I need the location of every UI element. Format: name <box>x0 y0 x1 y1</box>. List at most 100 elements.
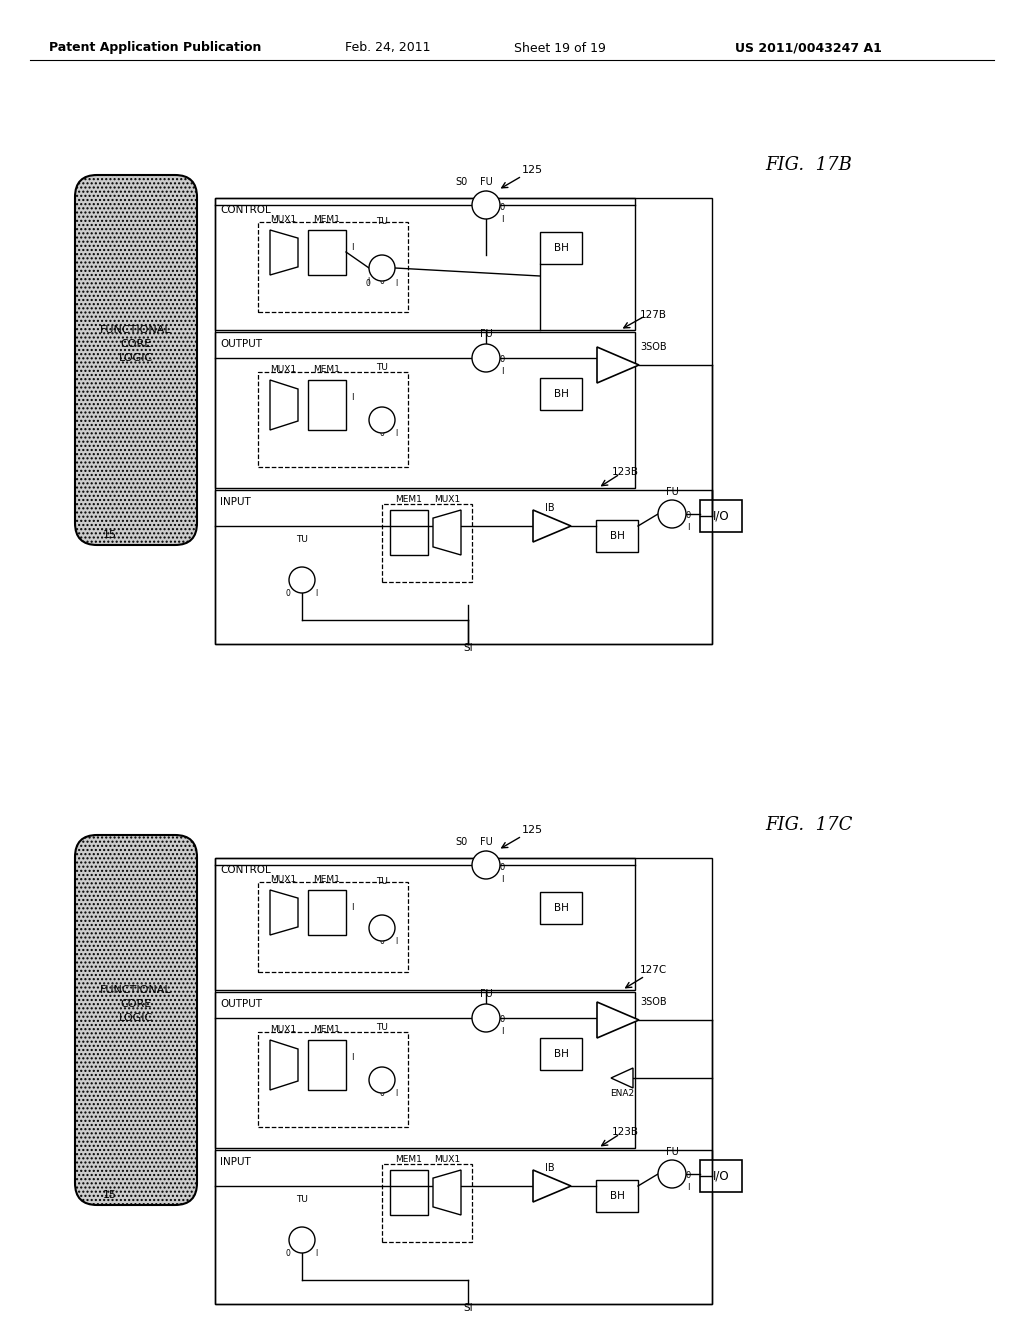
Text: MUX1: MUX1 <box>270 215 296 224</box>
Text: S: S <box>669 510 676 519</box>
Text: SI: SI <box>463 643 473 653</box>
Polygon shape <box>597 347 639 383</box>
Bar <box>215 858 635 990</box>
Text: 15: 15 <box>103 1191 117 1200</box>
Bar <box>215 198 635 330</box>
Text: CONTROL: CONTROL <box>220 865 270 875</box>
Text: MEM1: MEM1 <box>313 215 340 224</box>
FancyBboxPatch shape <box>75 836 197 1205</box>
Text: 0: 0 <box>500 355 505 364</box>
Text: I: I <box>395 429 397 438</box>
Bar <box>308 1040 346 1090</box>
Text: LOGIC: LOGIC <box>119 352 154 363</box>
Text: S2: S2 <box>296 576 307 585</box>
Text: I/O: I/O <box>713 510 729 523</box>
Text: 15: 15 <box>103 531 117 540</box>
Text: 123B: 123B <box>612 467 639 477</box>
Text: 0: 0 <box>500 1015 505 1024</box>
Text: IB: IB <box>545 503 555 513</box>
Bar <box>308 380 346 430</box>
Circle shape <box>472 1005 500 1032</box>
Text: I: I <box>351 393 353 403</box>
Bar <box>540 378 582 411</box>
Text: I: I <box>395 280 397 289</box>
Text: MUX1: MUX1 <box>270 875 296 884</box>
Polygon shape <box>270 380 298 430</box>
Text: OUTPUT: OUTPUT <box>220 339 262 348</box>
Text: S2: S2 <box>376 1076 388 1085</box>
Text: FIG.  17B: FIG. 17B <box>765 156 852 174</box>
Text: I: I <box>395 937 397 946</box>
Polygon shape <box>270 230 298 275</box>
Text: MEM1: MEM1 <box>395 1155 423 1164</box>
Circle shape <box>289 1228 315 1253</box>
Bar <box>596 520 638 552</box>
Bar <box>215 198 712 644</box>
Text: S2: S2 <box>376 924 388 932</box>
Text: FUNCTIONAL: FUNCTIONAL <box>100 325 172 335</box>
Text: Sheet 19 of 19: Sheet 19 of 19 <box>514 41 606 54</box>
Text: I: I <box>367 277 369 286</box>
Bar <box>258 222 408 312</box>
Text: MUX1: MUX1 <box>434 495 460 504</box>
Bar <box>382 504 472 582</box>
Text: 3SOB: 3SOB <box>640 342 667 352</box>
Text: I/O: I/O <box>713 1170 729 1183</box>
Text: TU: TU <box>376 1023 388 1032</box>
Circle shape <box>369 1067 395 1093</box>
Text: I: I <box>687 1184 689 1192</box>
Text: 0: 0 <box>685 1172 690 1180</box>
Text: BH: BH <box>609 1191 625 1201</box>
Text: MUX1: MUX1 <box>270 1026 296 1035</box>
Circle shape <box>472 851 500 879</box>
Text: S0: S0 <box>456 177 468 187</box>
Text: CONTROL: CONTROL <box>220 205 270 215</box>
Text: 0: 0 <box>500 862 505 871</box>
Text: TU: TU <box>376 363 388 372</box>
Text: Feb. 24, 2011: Feb. 24, 2011 <box>345 41 431 54</box>
Text: MUX1: MUX1 <box>434 1155 460 1164</box>
Circle shape <box>658 1160 686 1188</box>
Circle shape <box>472 345 500 372</box>
Text: 3SOB: 3SOB <box>640 997 667 1007</box>
Bar <box>382 1164 472 1242</box>
Text: S: S <box>482 201 489 210</box>
Text: SI: SI <box>463 1303 473 1313</box>
Bar <box>390 1170 428 1214</box>
FancyBboxPatch shape <box>75 176 197 545</box>
Text: CORE: CORE <box>121 339 152 348</box>
Text: BH: BH <box>609 531 625 541</box>
Bar <box>215 993 635 1148</box>
Bar <box>700 1160 742 1192</box>
Text: I: I <box>351 903 353 912</box>
Text: I: I <box>351 243 353 252</box>
Text: I: I <box>501 874 503 883</box>
Text: FU: FU <box>666 1147 678 1158</box>
Text: OUTPUT: OUTPUT <box>220 999 262 1008</box>
Bar <box>596 1180 638 1212</box>
Text: S: S <box>482 861 489 870</box>
Bar <box>215 1150 712 1304</box>
Polygon shape <box>597 1002 639 1038</box>
Text: S2: S2 <box>296 1236 307 1245</box>
Text: S: S <box>669 1170 676 1179</box>
Bar <box>258 1032 408 1127</box>
Text: I: I <box>501 1027 503 1036</box>
Text: 0: 0 <box>380 429 384 438</box>
Text: BH: BH <box>554 389 568 399</box>
Circle shape <box>658 500 686 528</box>
Bar <box>540 232 582 264</box>
Text: FU: FU <box>479 177 493 187</box>
Text: S2: S2 <box>376 264 388 272</box>
Bar <box>540 1038 582 1071</box>
Text: IB: IB <box>545 1163 555 1173</box>
Text: I: I <box>687 524 689 532</box>
Text: 0: 0 <box>380 1089 384 1098</box>
Text: FUNCTIONAL: FUNCTIONAL <box>100 985 172 995</box>
Text: 0: 0 <box>286 1250 291 1258</box>
Text: I: I <box>351 1053 353 1063</box>
Polygon shape <box>611 1068 633 1088</box>
Text: 125: 125 <box>521 825 543 836</box>
Circle shape <box>369 255 395 281</box>
Text: 127B: 127B <box>640 310 667 319</box>
